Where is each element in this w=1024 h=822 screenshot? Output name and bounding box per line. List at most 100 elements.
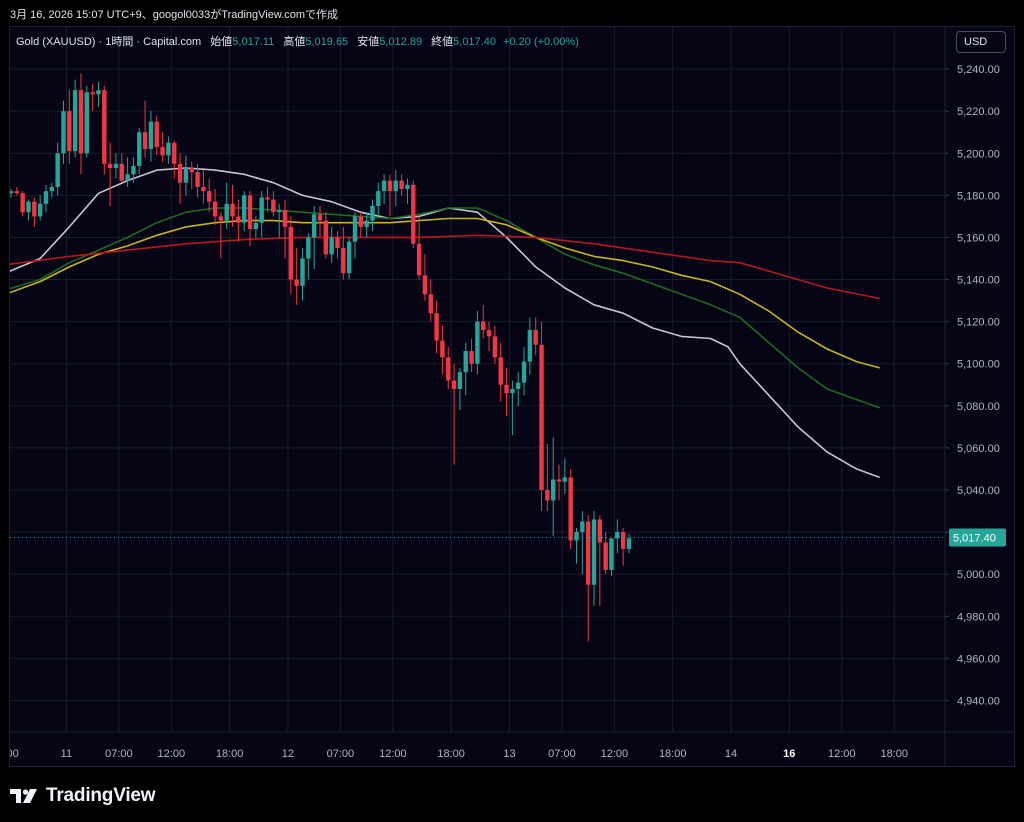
candle-body[interactable] <box>265 197 270 200</box>
candle-body[interactable] <box>597 519 603 543</box>
candle-body[interactable] <box>125 174 130 181</box>
candle-body[interactable] <box>247 195 253 230</box>
candle-body[interactable] <box>486 330 492 337</box>
candle-body[interactable] <box>591 519 597 585</box>
candle-body[interactable] <box>14 191 20 194</box>
candle-body[interactable] <box>195 172 200 187</box>
candle-body[interactable] <box>545 489 550 501</box>
candle-body[interactable] <box>90 92 95 95</box>
candle-body[interactable] <box>172 142 177 164</box>
candle-body[interactable] <box>212 201 218 217</box>
candle-body[interactable] <box>201 186 206 192</box>
candle-body[interactable] <box>352 216 358 242</box>
candle-body[interactable] <box>300 258 305 286</box>
candle-body[interactable] <box>539 344 544 490</box>
candle-body[interactable] <box>55 153 60 187</box>
candle-body[interactable] <box>381 180 387 192</box>
candle-body[interactable] <box>218 216 224 221</box>
price-chart[interactable]: 4,940.004,960.004,980.005,000.005,020.00… <box>10 27 1015 767</box>
candle-body[interactable] <box>177 163 183 183</box>
candle-body[interactable] <box>358 216 363 227</box>
candle-body[interactable] <box>440 340 445 358</box>
candle-body[interactable] <box>620 532 626 549</box>
candle-body[interactable] <box>416 243 422 276</box>
candle-body[interactable] <box>574 532 579 541</box>
candle-body[interactable] <box>166 142 171 156</box>
candle-body[interactable] <box>585 521 591 585</box>
candle-body[interactable] <box>603 542 608 570</box>
candle-body[interactable] <box>323 220 329 255</box>
candle-body[interactable] <box>550 479 556 501</box>
candle-body[interactable] <box>282 210 288 227</box>
candle-body[interactable] <box>148 121 154 150</box>
candle-body[interactable] <box>253 222 259 230</box>
candle-body[interactable] <box>568 477 573 541</box>
currency-button[interactable]: USD <box>956 31 1006 53</box>
candle-body[interactable] <box>67 111 72 152</box>
candle-body[interactable] <box>405 184 410 190</box>
candle-body[interactable] <box>207 191 212 202</box>
candle-body[interactable] <box>119 163 124 181</box>
candle-body[interactable] <box>230 203 235 217</box>
candle-body[interactable] <box>457 372 463 389</box>
candle-body[interactable] <box>160 146 165 156</box>
candle-body[interactable] <box>26 201 31 213</box>
candle-body[interactable] <box>463 351 468 373</box>
candle-body[interactable] <box>113 163 119 168</box>
candle-body[interactable] <box>615 532 620 539</box>
candle-body[interactable] <box>393 180 398 192</box>
candle-body[interactable] <box>107 163 113 168</box>
candle-body[interactable] <box>475 321 480 364</box>
candle-body[interactable] <box>49 186 55 192</box>
candle-body[interactable] <box>516 382 521 389</box>
candle-body[interactable] <box>142 132 148 150</box>
chart-panel[interactable]: 4,940.004,960.004,980.005,000.005,020.00… <box>9 26 1015 767</box>
candle-body[interactable] <box>492 336 498 358</box>
candle-body[interactable] <box>20 193 25 213</box>
candle-body[interactable] <box>189 168 194 173</box>
candle-body[interactable] <box>32 201 37 217</box>
candle-body[interactable] <box>527 330 533 362</box>
candle-body[interactable] <box>78 90 84 154</box>
candle-body[interactable] <box>556 479 562 482</box>
candle-body[interactable] <box>84 92 89 154</box>
candle-body[interactable] <box>626 538 632 549</box>
candle-body[interactable] <box>276 210 282 213</box>
candle-body[interactable] <box>469 351 474 364</box>
candle-body[interactable] <box>446 357 451 381</box>
candle-body[interactable] <box>72 90 78 152</box>
candle-body[interactable] <box>43 191 49 204</box>
candle-body[interactable] <box>61 111 66 154</box>
candle-body[interactable] <box>481 321 486 331</box>
candle-body[interactable] <box>317 214 323 221</box>
candle-body[interactable] <box>96 90 101 95</box>
tradingview-logo[interactable]: TradingView <box>10 783 156 809</box>
candle-body[interactable] <box>224 203 229 221</box>
candle-body[interactable] <box>131 165 136 175</box>
candle-body[interactable] <box>370 205 375 221</box>
candle-body[interactable] <box>306 237 311 259</box>
candle-body[interactable] <box>341 247 346 274</box>
candle-body[interactable] <box>504 384 509 394</box>
candle-body[interactable] <box>183 168 189 183</box>
candle-body[interactable] <box>434 313 439 341</box>
candle-body[interactable] <box>451 380 457 389</box>
candle-body[interactable] <box>346 241 352 274</box>
symbol-title[interactable]: Gold (XAUUSD) · 1時間 · Capital.com <box>16 36 202 48</box>
candle-body[interactable] <box>498 357 503 385</box>
candle-body[interactable] <box>609 538 614 570</box>
candle-body[interactable] <box>422 275 428 295</box>
candle-body[interactable] <box>329 237 334 255</box>
candle-body[interactable] <box>364 220 369 227</box>
candle-body[interactable] <box>259 197 264 223</box>
candle-body[interactable] <box>562 477 568 482</box>
candle-body[interactable] <box>294 279 299 286</box>
candle-body[interactable] <box>154 121 159 147</box>
candle-body[interactable] <box>10 191 14 194</box>
candle-body[interactable] <box>521 361 527 383</box>
candle-body[interactable] <box>137 132 142 166</box>
candle-body[interactable] <box>37 203 43 217</box>
candle-body[interactable] <box>288 226 294 280</box>
candle-body[interactable] <box>580 521 585 533</box>
candle-body[interactable] <box>376 191 381 206</box>
